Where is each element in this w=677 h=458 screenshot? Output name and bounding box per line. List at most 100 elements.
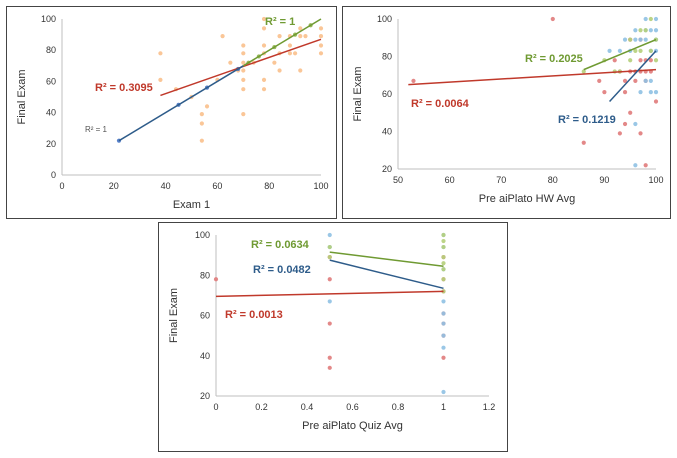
y-axis-label: Final Exam	[16, 69, 28, 124]
data-point	[628, 37, 633, 42]
data-point	[441, 345, 446, 350]
data-point	[653, 28, 659, 33]
trendline	[583, 38, 657, 71]
y-axis-label: Final Exam	[352, 66, 364, 121]
x-axis-label: Exam 1	[173, 199, 210, 211]
data-point	[633, 163, 638, 168]
data-point	[643, 37, 648, 42]
data-point	[327, 321, 332, 326]
x-tick-label: 50	[393, 175, 403, 185]
data-point	[241, 51, 246, 56]
data-point	[318, 51, 324, 56]
data-point	[602, 90, 607, 95]
data-point	[633, 37, 638, 42]
x-tick-label: 0	[213, 402, 218, 412]
data-point	[241, 112, 246, 117]
data-point	[199, 112, 204, 117]
scatter-chart-hw-avg: 50 60 70 80 90 100 20 40 60 80 100 Pre aiPlato HW A…	[352, 14, 664, 205]
data-point	[298, 34, 303, 39]
data-point	[241, 43, 246, 48]
data-point	[241, 77, 246, 82]
data-point	[228, 60, 233, 65]
r-squared-label: R² = 1	[265, 16, 295, 28]
data-point	[643, 16, 648, 22]
y-tick-label: 60	[382, 89, 392, 99]
data-point	[617, 131, 622, 136]
y-tick-label: 0	[51, 170, 56, 180]
y-tick-label: 20	[46, 139, 56, 149]
data-point	[638, 90, 643, 95]
trendline	[215, 290, 444, 298]
data-point	[441, 267, 446, 272]
x-tick-label: 0.6	[346, 402, 359, 412]
data-point	[261, 87, 267, 92]
y-tick-label: 40	[200, 351, 210, 361]
data-point	[327, 299, 332, 304]
chart-panel-exam1: 0 20 40 60 80 100 0 20 40 60 80 100 Exam 1 Final Exam…	[6, 6, 337, 219]
x-tick-label: 100	[648, 175, 663, 185]
trendline	[408, 68, 657, 86]
data-point	[653, 90, 659, 95]
chart-panel-quiz-avg: 0 0.2 0.4 0.6 0.8 1 1.2 20 40 60 80 100 Pre aiPlato …	[158, 222, 508, 452]
y-tick-label: 100	[377, 14, 392, 24]
data-point	[298, 68, 303, 73]
data-point	[633, 28, 638, 33]
scatter-chart-exam1: 0 20 40 60 80 100 0 20 40 60 80 100 Exam 1 Final Exam…	[16, 14, 329, 211]
r-squared-label: R² = 0.0064	[411, 98, 470, 110]
x-tick-label: 0.4	[301, 402, 314, 412]
data-point	[648, 48, 653, 53]
data-point	[653, 16, 659, 22]
data-point	[261, 77, 267, 82]
data-point	[277, 34, 282, 39]
trendline	[329, 251, 444, 267]
data-point	[411, 78, 416, 83]
data-point	[318, 26, 324, 31]
r-squared-label: R² = 0.2025	[525, 53, 583, 65]
y-tick-label: 80	[46, 45, 56, 55]
data-point	[653, 99, 659, 104]
data-point	[617, 48, 622, 53]
x-tick-label: 70	[496, 175, 506, 185]
data-point	[643, 163, 648, 168]
data-point	[648, 78, 653, 83]
data-point	[261, 26, 267, 31]
data-point	[607, 48, 612, 53]
y-tick-label: 100	[41, 14, 56, 24]
data-point	[204, 104, 210, 109]
trendline	[609, 50, 657, 103]
y-axis-label: Final Exam	[168, 288, 180, 343]
data-point	[628, 110, 633, 115]
data-point	[441, 232, 446, 238]
data-point	[643, 78, 648, 83]
data-point	[158, 51, 163, 56]
data-point	[622, 78, 628, 83]
y-tick-label: 80	[200, 270, 210, 280]
data-point	[441, 333, 446, 338]
data-point	[441, 244, 446, 250]
data-point	[648, 58, 653, 63]
r-squared-label: R² = 0.1219	[558, 114, 616, 126]
r-squared-label: R² = 0.0634	[251, 239, 310, 251]
data-point	[643, 28, 648, 33]
y-tick-label: 60	[200, 311, 210, 321]
data-point	[327, 244, 332, 250]
data-point	[633, 78, 638, 83]
r-squared-label: R² = 0.0482	[253, 264, 311, 276]
scatter-chart-quiz-avg: 0 0.2 0.4 0.6 0.8 1 1.2 20 40 60 80 100 Pre aiPlato …	[168, 230, 496, 432]
data-point	[441, 261, 446, 266]
y-tick-label: 20	[382, 164, 392, 174]
x-tick-label: 0.2	[255, 402, 268, 412]
x-tick-label: 0.8	[392, 402, 405, 412]
data-point	[213, 277, 219, 282]
trendline	[242, 18, 322, 67]
data-point	[303, 34, 308, 39]
data-point	[261, 43, 267, 48]
x-tick-label: 40	[161, 181, 171, 191]
data-point	[597, 78, 602, 83]
x-tick-label: 60	[212, 181, 222, 191]
chart-panel-hw-avg: 50 60 70 80 90 100 20 40 60 80 100 Pre aiPlato HW A…	[342, 6, 671, 219]
x-tick-label: 100	[313, 181, 328, 191]
x-tick-label: 1.2	[483, 402, 496, 412]
data-point	[622, 121, 628, 127]
x-tick-label: 80	[548, 175, 558, 185]
